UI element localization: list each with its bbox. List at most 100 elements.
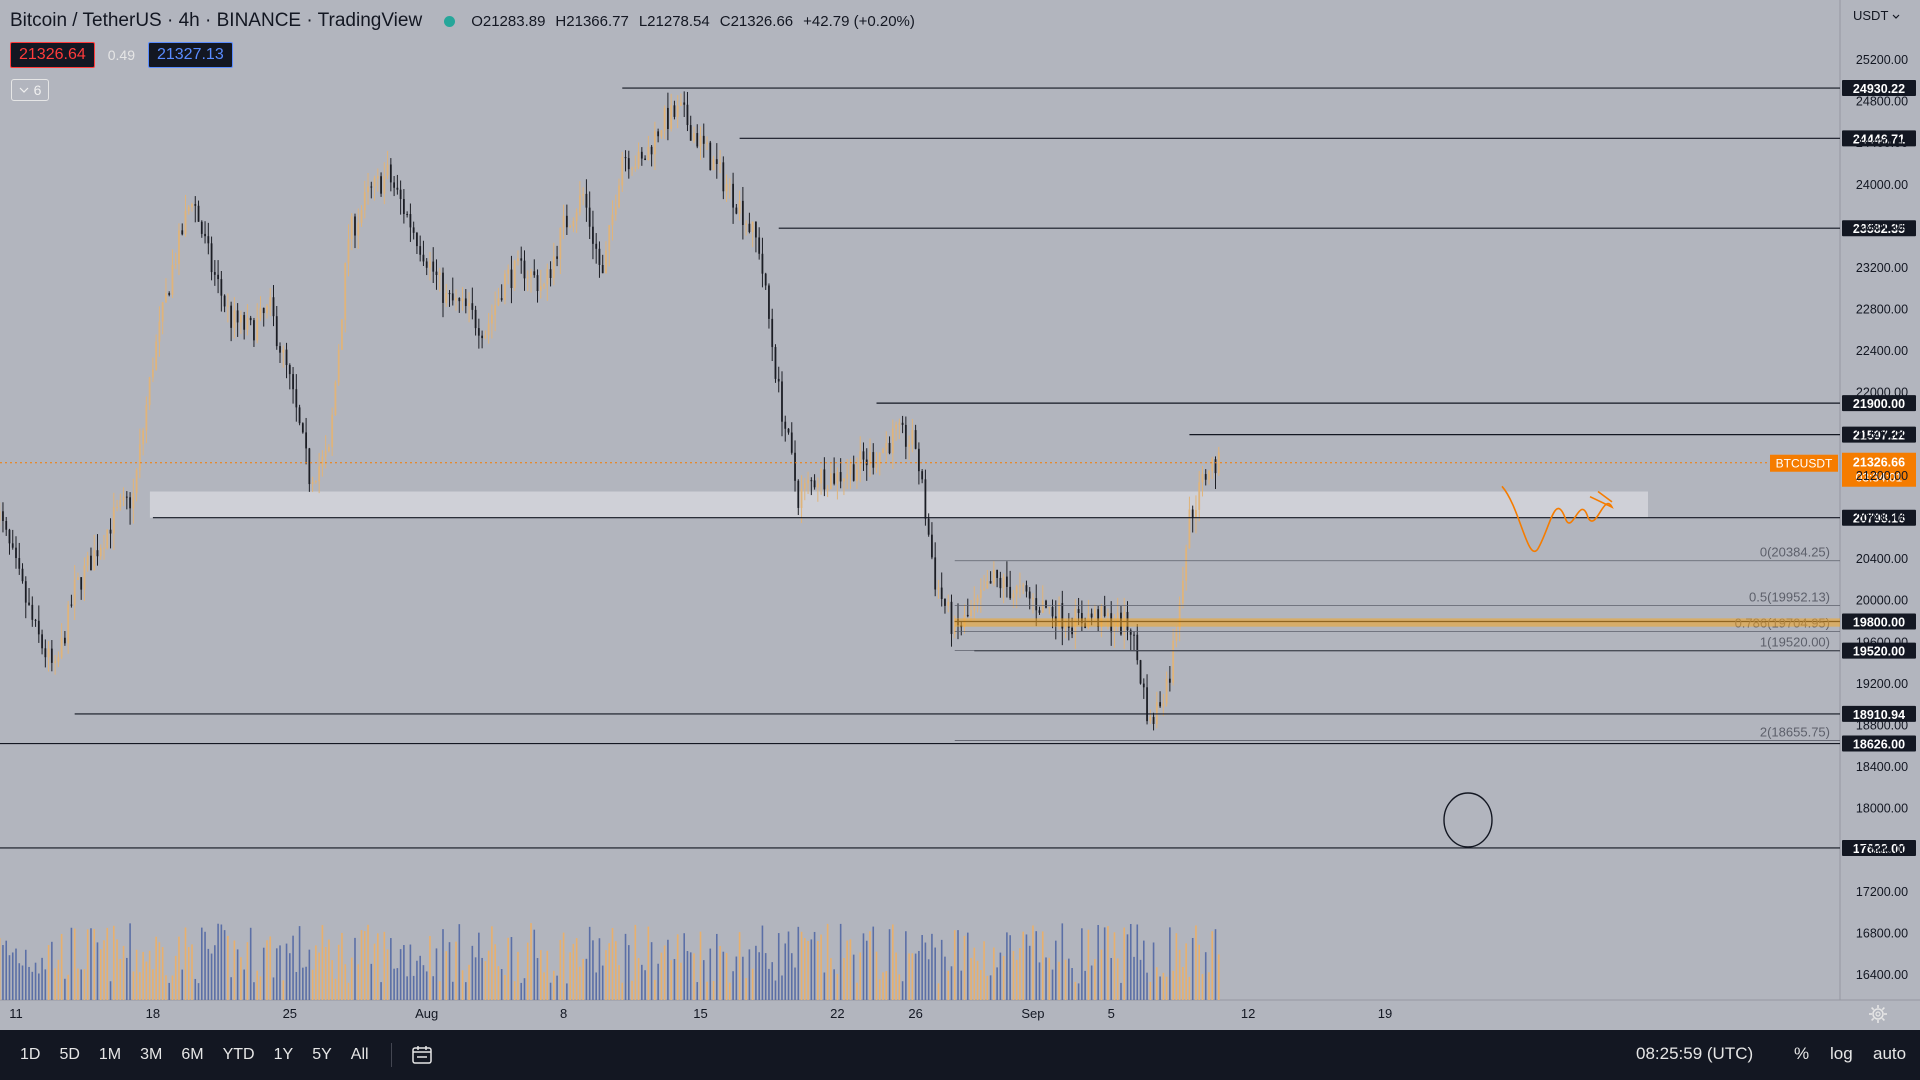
percent-scale-button[interactable]: %	[1794, 1044, 1810, 1063]
candle-body	[712, 159, 715, 171]
candle-body	[533, 271, 536, 276]
volume-bar	[562, 932, 565, 1000]
candle-body	[976, 597, 979, 603]
x-tick-label: Aug	[415, 1006, 438, 1021]
volume-bar	[1061, 923, 1064, 1000]
candle-body	[849, 464, 852, 475]
volume-bar	[781, 975, 783, 1000]
candle-body	[83, 565, 86, 590]
volume-bar	[556, 975, 558, 1000]
candle-body	[556, 256, 558, 259]
price-chart[interactable]: 24930.22 24446.71 23582.35 21900.00 21597.22…	[0, 0, 1920, 1030]
candle-body	[673, 105, 676, 117]
volume-bar	[289, 953, 291, 1000]
candle-body	[393, 182, 396, 188]
candle-body	[109, 529, 112, 534]
volume-bar	[699, 931, 702, 1000]
candle-body	[667, 107, 669, 129]
volume-bar	[468, 964, 470, 1000]
volume-bar	[126, 957, 128, 1000]
volume-bar	[465, 982, 467, 1000]
volume-bar	[461, 970, 464, 1000]
candle-body	[820, 469, 822, 484]
candle-body	[875, 464, 878, 468]
utc-clock[interactable]: 08:25:59 (UTC)	[1636, 1044, 1754, 1063]
volume-bar	[1025, 934, 1028, 1000]
candle-body	[468, 303, 470, 307]
volume-bar	[892, 924, 894, 1000]
volume-bar	[1182, 966, 1184, 1000]
timeframe-all-button[interactable]: All	[350, 1046, 369, 1063]
currency-selector[interactable]: USDT	[1853, 8, 1900, 23]
candle-body	[445, 293, 448, 303]
volume-bar	[67, 974, 69, 1000]
candle-body	[807, 480, 809, 484]
timeframe-1y-button[interactable]: 1Y	[273, 1046, 294, 1063]
volume-bar	[1028, 945, 1031, 1000]
candle-body	[1058, 603, 1060, 627]
volume-bar	[794, 967, 796, 1000]
x-tick-label: 8	[560, 1006, 567, 1021]
volume-bar	[650, 942, 653, 1000]
volume-bar	[298, 926, 301, 1000]
volume-bar	[970, 957, 972, 1000]
candle-body	[530, 271, 532, 278]
volume-bar	[445, 951, 448, 1000]
candle-body	[269, 297, 272, 307]
candle-body	[292, 374, 294, 390]
candle-body	[1155, 702, 1158, 724]
timeframe-ytd-button[interactable]: YTD	[222, 1046, 255, 1063]
candle-body	[63, 637, 66, 644]
candle-body	[246, 317, 249, 330]
volume-bar	[510, 937, 513, 1000]
volume-bar	[1081, 928, 1083, 1000]
volume-bar	[106, 927, 109, 1000]
volume-bar	[184, 927, 187, 1000]
log-scale-button[interactable]: log	[1830, 1044, 1853, 1063]
volume-bar	[823, 972, 826, 1000]
volume-bar	[631, 980, 633, 1000]
candle-body	[895, 424, 897, 429]
candle-body	[833, 473, 836, 484]
sell-button[interactable]: 21326.64	[10, 42, 95, 68]
volume-bar	[830, 958, 832, 1000]
indicators-toggle-button[interactable]: 6	[11, 79, 49, 101]
volume-bar	[517, 951, 519, 1000]
volume-bar	[142, 951, 144, 1000]
candle-body	[93, 550, 96, 571]
candle-body	[686, 104, 689, 126]
volume-bar	[96, 942, 99, 1000]
volume-bar	[44, 969, 47, 1000]
candle-body	[314, 481, 317, 483]
spread-value: 0.49	[107, 47, 135, 63]
volume-bar	[804, 938, 806, 1000]
gear-icon[interactable]	[1868, 1004, 1888, 1024]
calendar-icon[interactable]	[411, 1046, 432, 1064]
timeframe-5y-button[interactable]: 5Y	[312, 1046, 332, 1063]
volume-bar	[354, 937, 356, 1000]
volume-bar	[680, 962, 682, 1000]
candle-body	[992, 569, 995, 584]
buy-button[interactable]: 21327.13	[147, 42, 233, 68]
volume-bar	[73, 928, 76, 1000]
timeframe-6m-button[interactable]: 6M	[181, 1046, 204, 1063]
volume-bar	[569, 952, 571, 1000]
candle-body	[663, 107, 666, 131]
timeframe-5d-button[interactable]: 5D	[59, 1046, 80, 1063]
symbol-title[interactable]: Bitcoin / TetherUS · 4h · BINANCE · Trad…	[10, 10, 423, 31]
volume-bar	[360, 930, 363, 1000]
candle-body	[481, 335, 484, 339]
volume-bar	[768, 968, 770, 1000]
candle-body	[1103, 605, 1106, 617]
auto-scale-button[interactable]: auto	[1873, 1044, 1907, 1063]
volume-bar	[833, 969, 835, 1000]
timeframe-3m-button[interactable]: 3M	[140, 1046, 163, 1063]
timeframe-1d-button[interactable]: 1D	[20, 1046, 41, 1063]
candle-body	[138, 444, 141, 471]
candle-body	[354, 216, 356, 236]
volume-bar	[973, 947, 976, 1000]
volume-bar	[1094, 959, 1096, 1000]
timeframe-1m-button[interactable]: 1M	[98, 1046, 122, 1063]
candle-body	[901, 422, 904, 425]
volume-bar	[207, 948, 210, 1000]
